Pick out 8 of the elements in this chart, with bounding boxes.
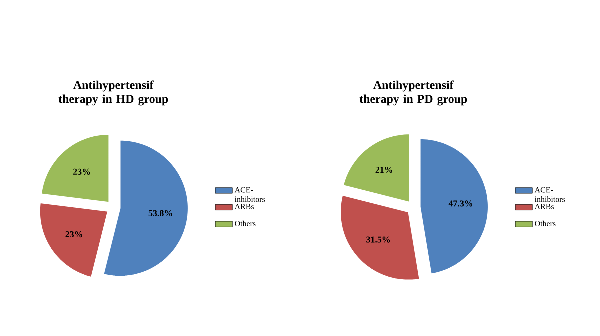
- data-label: 31.5%: [366, 236, 390, 243]
- data-label: 47.3%: [448, 200, 473, 207]
- data-label: 23%: [66, 231, 82, 238]
- chart-title: Antihypertensif therapy in PD group: [360, 80, 468, 106]
- chart-title: Antihypertensif therapy in HD group: [58, 80, 168, 106]
- data-label: 53.8%: [148, 210, 172, 216]
- data-label: 21%: [376, 166, 393, 174]
- data-label: 23%: [73, 168, 90, 175]
